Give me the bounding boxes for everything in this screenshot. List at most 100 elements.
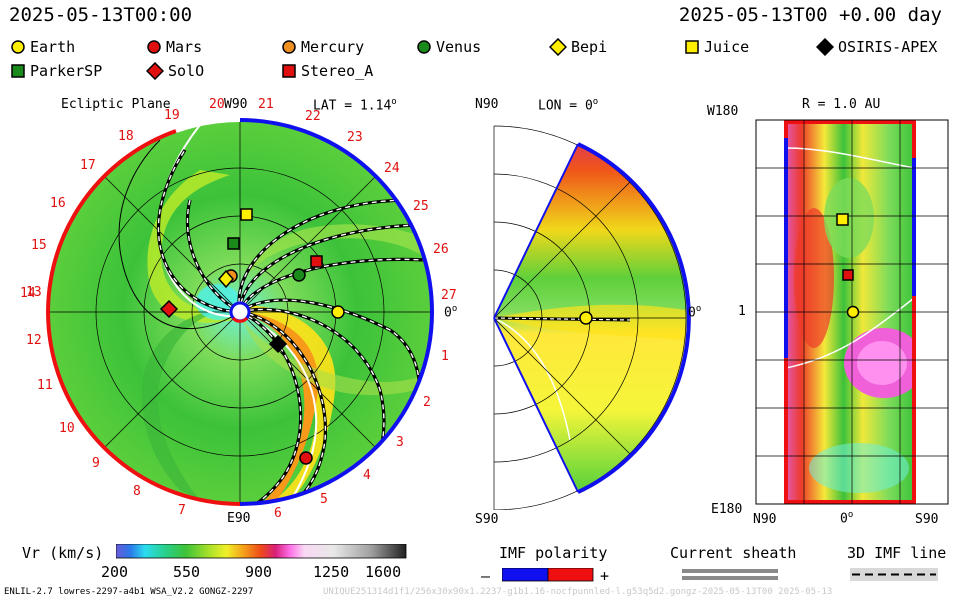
sector-label: 20 — [209, 97, 225, 112]
sector-label: 3 — [396, 435, 404, 450]
legend-label: Stereo_A — [301, 62, 374, 80]
sector-label: 23 — [347, 130, 363, 145]
body-osiris-apex — [268, 334, 288, 354]
colorbar — [116, 544, 407, 559]
body-solo — [159, 299, 179, 319]
legend-label: Mars — [166, 38, 203, 56]
sector-label: 24 — [384, 161, 400, 176]
lon-degree: o — [592, 97, 599, 107]
meridional-plot — [493, 125, 691, 510]
zero-text: 0 — [688, 305, 696, 321]
lat-text: LAT = 1.14 — [313, 98, 392, 114]
sector-label: 1 — [441, 349, 449, 364]
legend-stereo-a: Stereo_A — [281, 62, 373, 80]
colorbar-label: Vr (km/s) — [22, 544, 104, 562]
zero-degree: o — [847, 510, 854, 520]
sector-label: 8 — [133, 484, 141, 499]
map-body-earth — [846, 305, 860, 319]
meridional-zero-label: 0o — [688, 304, 701, 320]
meridional-s90-label: S90 — [475, 512, 499, 527]
footer-run-info: UNIQUE251314d1f1/256x30x90x1.2237-g1b1.1… — [323, 587, 833, 597]
legend-label: Juice — [704, 38, 750, 56]
latlon-map-plot — [755, 119, 949, 505]
imf-polarity-title: IMF polarity — [499, 544, 608, 562]
legend-label: OSIRIS-APEX — [838, 38, 938, 56]
sector-label: 10 — [59, 421, 75, 436]
ecliptic-title: Ecliptic Plane — [61, 97, 171, 112]
legend-osiris-apex: OSIRIS-APEX — [816, 38, 937, 56]
sector-label: 6 — [274, 506, 282, 521]
map-e180-label: E180 — [711, 502, 743, 517]
zero-text: 0 — [840, 511, 848, 527]
sector-label: 2 — [423, 395, 431, 410]
lon-text: LON = 0 — [538, 98, 593, 114]
sector-label: 18 — [118, 129, 134, 144]
current-sheath-swatch — [682, 569, 778, 580]
zero-text: 0 — [444, 305, 452, 321]
ecliptic-e90-label: E90 — [227, 511, 251, 526]
map-zero-label: 0o — [840, 510, 853, 526]
diamond-icon — [549, 38, 567, 56]
sector-label: 25 — [413, 199, 429, 214]
meridional-n90-label: N90 — [475, 97, 499, 112]
sector-label: 4 — [363, 468, 371, 483]
legend-label: Bepi — [571, 38, 608, 56]
map-s90-label: S90 — [915, 512, 939, 527]
ecliptic-plane-plot — [46, 118, 434, 506]
circle-icon — [147, 40, 161, 54]
body-earth — [331, 305, 345, 319]
date-right: 2025-05-13T00 +0.00 day — [678, 4, 942, 26]
legend-earth: Earth — [10, 38, 75, 56]
imf-3d-swatch — [850, 568, 938, 581]
ecliptic-disk — [46, 118, 434, 506]
date-left: 2025-05-13T00:00 — [9, 4, 193, 26]
circle-icon — [417, 40, 431, 54]
map-body-stereo-a — [842, 269, 854, 281]
sector-label: 16 — [50, 196, 66, 211]
square-icon — [685, 40, 699, 54]
sector-label: 14 — [20, 286, 36, 301]
diamond-icon — [816, 38, 834, 56]
sector-label: 15 — [31, 238, 47, 253]
map-mid-label: 1 — [738, 304, 746, 319]
legend-mercury: Mercury — [281, 38, 364, 56]
colorbar-tick: 900 — [245, 563, 273, 581]
map-body-juice — [836, 213, 849, 226]
body-parkersp — [227, 237, 240, 250]
meridional-polarity-arc — [577, 142, 691, 494]
legend-bepi: Bepi — [549, 38, 607, 56]
map-n90-label: N90 — [753, 512, 777, 527]
ecliptic-zero-label: 0o — [444, 304, 457, 320]
square-icon — [282, 64, 296, 78]
legend-solo: SolO — [146, 62, 204, 80]
footer-model-info: ENLIL-2.7 lowres-2297-a4b1 WSA_V2.2 GONG… — [4, 587, 254, 597]
legend-label: Mercury — [301, 38, 365, 56]
sector-label: 19 — [164, 108, 180, 123]
legend-mars: Mars — [146, 38, 202, 56]
ecliptic-w90-label: W90 — [224, 97, 248, 112]
sector-label: 21 — [258, 97, 274, 112]
legend-parkersp: ParkerSP — [10, 62, 102, 80]
imf-polarity-bar — [502, 568, 594, 582]
body-juice — [240, 208, 253, 221]
imf-3d-title: 3D IMF line — [847, 544, 947, 562]
ecliptic-lat-label: LAT = 1.14o — [313, 97, 397, 113]
body-venus — [292, 268, 306, 282]
current-sheath-title: Current sheath — [670, 544, 797, 562]
zero-degree: o — [451, 304, 458, 314]
body-stereo-a — [310, 255, 323, 268]
circle-icon — [282, 40, 296, 54]
sector-label: 9 — [92, 456, 100, 471]
sector-label: 17 — [80, 158, 96, 173]
imf-minus-label: – — [481, 567, 491, 585]
sector-label: 13 — [26, 285, 42, 300]
ecliptic-bodies — [159, 208, 345, 465]
sector-label: 7 — [178, 503, 186, 518]
colorbar-tick: 1250 — [313, 563, 350, 581]
legend-label: Venus — [436, 38, 482, 56]
legend-label: Earth — [30, 38, 76, 56]
sector-label: 26 — [433, 242, 449, 257]
sector-label: 22 — [305, 109, 321, 124]
legend-label: SolO — [168, 62, 205, 80]
diamond-icon — [146, 62, 164, 80]
